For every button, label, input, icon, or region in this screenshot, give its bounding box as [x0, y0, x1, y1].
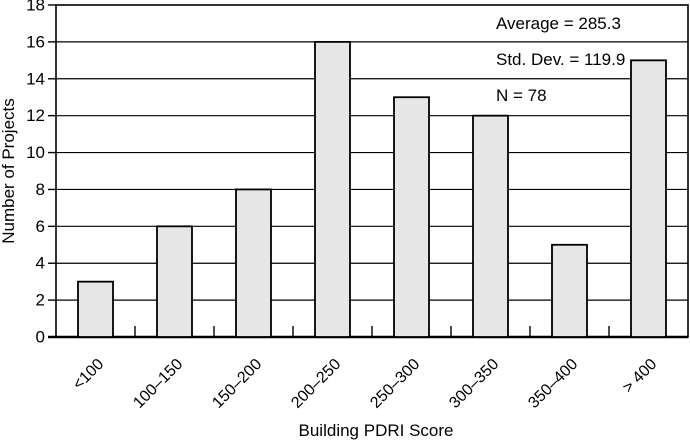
bar — [314, 40, 351, 338]
x-axis-title: Building PDRI Score — [299, 421, 454, 440]
x-tick-label: 250–300 — [367, 356, 423, 412]
x-tick-label: 100–150 — [130, 356, 186, 412]
x-tick-label: 150–200 — [209, 356, 265, 412]
bar — [472, 114, 509, 338]
x-tick-label: 200–250 — [288, 356, 344, 412]
x-tick-label: 350–400 — [525, 356, 581, 412]
annotation-stddev: Std. Dev. = 119.9 — [496, 50, 625, 69]
y-tick-label: 16 — [26, 32, 45, 51]
bar — [630, 59, 667, 338]
y-tick-label: 18 — [26, 0, 45, 15]
bar — [156, 225, 193, 338]
x-tick-label: <100 — [70, 356, 108, 394]
y-tick-label: 0 — [36, 328, 45, 347]
y-axis-title: Number of Projects — [0, 98, 18, 244]
y-tick-label: 6 — [36, 217, 45, 236]
x-tick-label: 300–350 — [446, 356, 502, 412]
bar — [393, 96, 430, 338]
y-tick-label: 12 — [26, 106, 45, 125]
annotation-average: Average = 285.3 — [496, 14, 621, 33]
annotation-n: N = 78 — [496, 86, 547, 105]
y-tick-label: 2 — [36, 291, 45, 310]
x-tick-label: > 400 — [620, 356, 661, 397]
bar — [235, 188, 272, 338]
y-tick-label: 14 — [26, 69, 45, 88]
y-tick-label: 8 — [36, 180, 45, 199]
y-tick-label: 4 — [36, 254, 45, 273]
bar — [77, 280, 114, 338]
y-tick-label: 10 — [26, 143, 45, 162]
bar — [551, 243, 588, 338]
